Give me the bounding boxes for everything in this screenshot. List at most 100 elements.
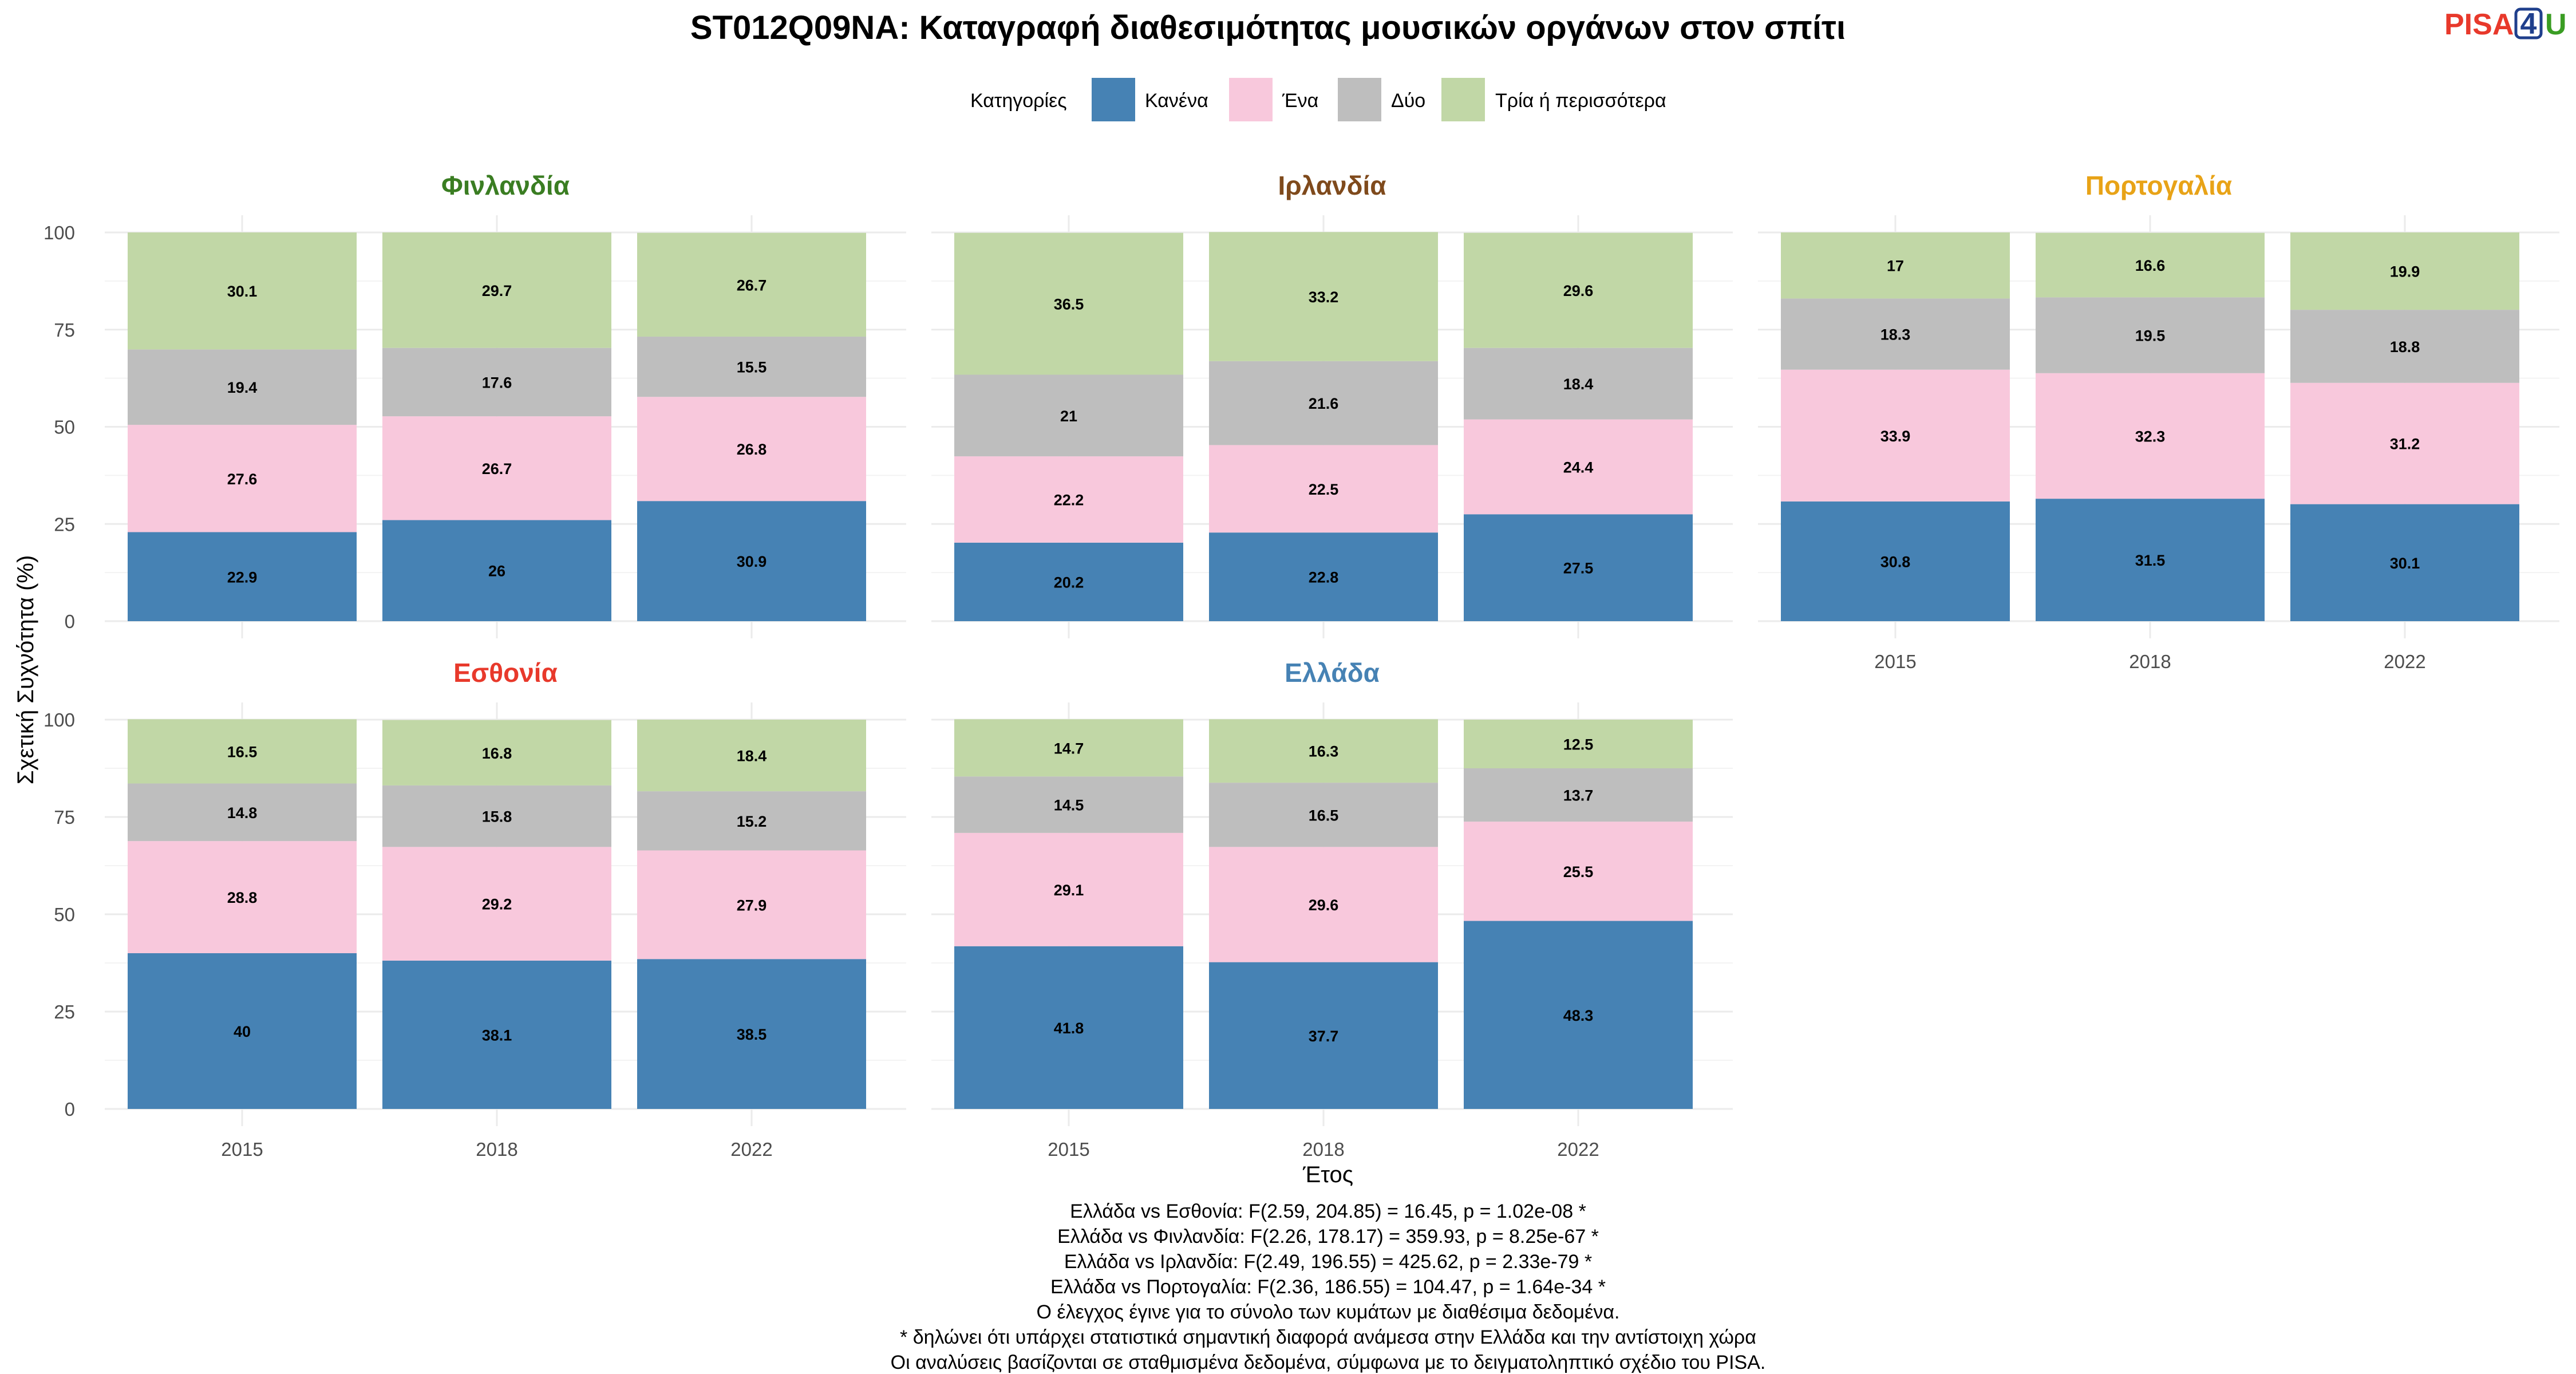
bar-segment: [128, 953, 357, 1109]
bar-segment: [382, 847, 611, 961]
legend-label: Τρία ή περισσότερα: [1495, 90, 1666, 112]
bar-segment: [382, 416, 611, 520]
y-tick-label: 0: [65, 611, 75, 632]
bar-segment: [128, 349, 357, 425]
note-line: Ελλάδα vs Πορτογαλία: F(2.36, 186.55) = …: [1050, 1276, 1606, 1298]
data-label: 17: [1887, 258, 1904, 275]
panel-5: Ελλάδα 41.8 29.1 14.5 14.7 2015 37.7 29.6 16.5 16…: [931, 658, 1733, 1160]
bar-segment: [382, 232, 611, 348]
data-label: 28.8: [227, 889, 258, 906]
bar-segment: [954, 719, 1183, 777]
bar-segment: [954, 776, 1183, 833]
data-label: 29.1: [1054, 882, 1084, 899]
bar-segment: [2290, 382, 2519, 504]
logo: PISA 4 U: [2444, 7, 2567, 41]
data-label: 19.5: [2135, 327, 2166, 345]
data-label: 16.8: [482, 745, 512, 762]
y-axis-label: Σχετική Συχνότητα (%): [13, 555, 38, 785]
bar-segment: [128, 841, 357, 953]
data-label: 24.4: [1563, 459, 1594, 476]
data-label: 14.7: [1054, 740, 1084, 757]
x-tick-label: 2015: [221, 1139, 263, 1160]
data-label: 41.8: [1054, 1020, 1084, 1037]
notes: Ελλάδα vs Εσθονία: F(2.59, 204.85) = 16.…: [891, 1201, 1766, 1373]
data-label: 27.5: [1563, 560, 1594, 577]
data-label: 26.7: [737, 277, 767, 294]
panel-4: Εσθονία 0 25 50 75 100 40 28.8 14.8 16.5 2015 38.1 2…: [44, 658, 906, 1160]
data-label: 15.8: [482, 808, 512, 826]
data-label: 26.8: [737, 441, 767, 458]
bar-segment: [1464, 419, 1693, 515]
data-label: 25.5: [1563, 863, 1594, 881]
note-line: Ο έλεγχος έγινε για το σύνολο των κυμάτω…: [1037, 1301, 1620, 1323]
legend-swatch: [1092, 78, 1135, 121]
data-label: 26: [488, 563, 505, 580]
bar-segment: [1209, 847, 1438, 962]
logo-pisa-text: PISA: [2444, 8, 2514, 41]
data-label: 22.9: [227, 568, 258, 586]
bar-segment: [1464, 514, 1693, 621]
bar-segment: [2290, 310, 2519, 383]
y-tick-label: 50: [54, 904, 75, 925]
panel-1: Φινλανδία 0 25 50 75 100 22.9 27.6 19.4 30.1 26 26.…: [44, 171, 906, 638]
panel-title: Πορτογαλία: [2085, 171, 2232, 200]
x-tick-label: 2022: [730, 1139, 772, 1160]
bar-segment: [637, 791, 866, 851]
note-line: Ελλάδα vs Εσθονία: F(2.59, 204.85) = 16.…: [1070, 1201, 1586, 1222]
logo-number-box: [2514, 7, 2543, 40]
logo-number-text: 4: [2520, 7, 2537, 41]
bar-segment: [1781, 369, 2010, 502]
bar-segment: [2036, 232, 2265, 298]
bar-segment: [637, 850, 866, 960]
bar-segment: [1209, 719, 1438, 783]
data-label: 29.6: [1563, 282, 1594, 299]
data-label: 26.7: [482, 460, 512, 477]
bar-segment: [1781, 232, 2010, 299]
bar-segment: [1209, 532, 1438, 621]
data-label: 21: [1060, 408, 1077, 425]
legend: Κατηγορίες Κανένα Ένα Δύο Τρία ή περισσότερα: [970, 78, 1666, 121]
data-label: 14.5: [1054, 797, 1084, 814]
bar-segment: [954, 946, 1183, 1109]
bar-segment: [1209, 962, 1438, 1109]
data-label: 16.5: [1309, 807, 1339, 824]
data-label: 21.6: [1309, 395, 1339, 412]
bar-segment: [1781, 501, 2010, 621]
data-label: 38.5: [737, 1026, 767, 1043]
legend-swatch: [1229, 78, 1273, 121]
y-tick-label: 25: [54, 514, 75, 535]
data-label: 29.7: [482, 282, 512, 299]
bar-segment: [1209, 361, 1438, 445]
bar-segment: [954, 456, 1183, 543]
bar-segment: [637, 397, 866, 502]
chart-title: ST012Q09NA: Καταγραφή διαθεσιμότητας μου…: [690, 9, 1846, 46]
y-tick-label: 50: [54, 417, 75, 438]
data-label: 30.1: [227, 283, 258, 300]
bar-segment: [637, 720, 866, 792]
data-label: 17.6: [482, 374, 512, 391]
bar-segment: [128, 783, 357, 842]
data-label: 33.2: [1309, 289, 1339, 306]
data-label: 15.2: [737, 813, 767, 830]
data-label: 19.9: [2390, 263, 2420, 281]
data-label: 30.1: [2390, 555, 2420, 572]
bar-segment: [128, 532, 357, 621]
data-label: 19.4: [227, 379, 258, 396]
x-tick-label: 2015: [1048, 1139, 1089, 1160]
data-label: 22.5: [1309, 481, 1339, 498]
data-label: 20.2: [1054, 574, 1084, 591]
bar-segment: [1464, 768, 1693, 822]
data-label: 12.5: [1563, 736, 1594, 753]
bar-segment: [637, 501, 866, 621]
data-label: 33.9: [1880, 428, 1911, 445]
data-label: 22.2: [1054, 491, 1084, 508]
legend-swatch: [1441, 78, 1485, 121]
bar-segment: [2036, 499, 2265, 621]
note-line: Ελλάδα vs Ιρλανδία: F(2.49, 196.55) = 42…: [1064, 1251, 1592, 1273]
data-label: 31.5: [2135, 552, 2166, 569]
panel-title: Ελλάδα: [1285, 658, 1380, 688]
data-label: 30.9: [737, 553, 767, 570]
legend-swatch: [1338, 78, 1381, 121]
panel-title: Ιρλανδία: [1278, 171, 1386, 200]
bar-segment: [1209, 445, 1438, 533]
